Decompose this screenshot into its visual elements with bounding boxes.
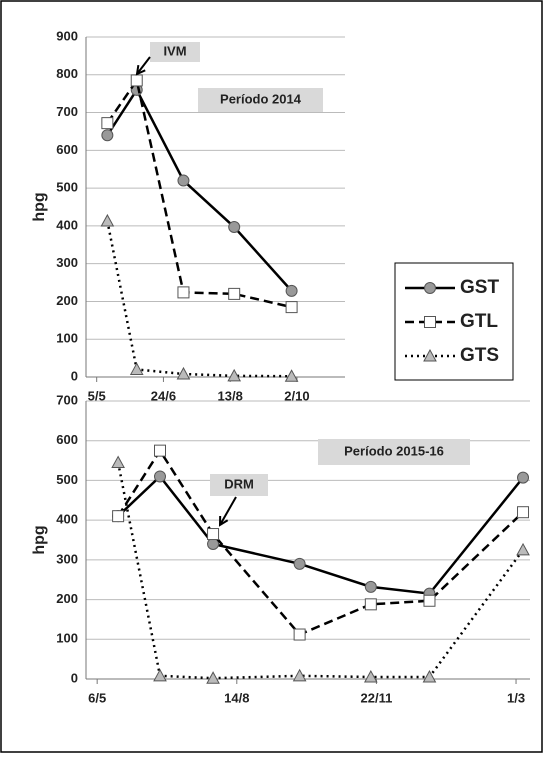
marker: [207, 528, 220, 541]
marker: [422, 669, 437, 683]
marker: [292, 668, 307, 682]
marker: [364, 580, 377, 593]
y-tick-label: 600: [56, 142, 78, 157]
x-tick-label: 22/11: [361, 690, 393, 705]
marker: [154, 444, 166, 457]
marker: [100, 213, 115, 227]
marker: [423, 594, 436, 607]
legend-label: GTL: [460, 311, 498, 332]
marker: [424, 282, 436, 294]
y-tick-label: 600: [56, 432, 78, 447]
y-tick-label: 800: [56, 66, 78, 81]
y-tick-label: 500: [56, 472, 78, 487]
marker: [228, 221, 241, 234]
x-tick-label: 1/3: [507, 690, 525, 705]
marker: [285, 301, 298, 314]
y-tick-label: 100: [56, 331, 78, 346]
y-axis-label: hpg: [31, 525, 48, 554]
marker: [424, 316, 436, 328]
legend-label: GST: [460, 277, 499, 298]
marker: [112, 510, 125, 523]
marker: [154, 470, 166, 483]
marker: [177, 286, 190, 299]
x-tick-label: 13/8: [218, 388, 243, 403]
arrow-head: [135, 64, 146, 76]
marker: [293, 628, 306, 641]
marker: [285, 284, 298, 297]
x-tick-label: 14/8: [224, 690, 249, 705]
arrow: [219, 496, 237, 526]
y-tick-label: 900: [56, 28, 78, 43]
annotation-box: [150, 42, 200, 62]
marker: [517, 506, 530, 519]
annotation-box: [198, 88, 323, 112]
marker: [101, 129, 114, 142]
x-tick-label: 5/5: [88, 388, 106, 403]
x-tick-label: 2/10: [284, 388, 309, 403]
marker: [129, 362, 144, 375]
marker: [130, 74, 143, 87]
marker: [228, 287, 241, 300]
marker: [364, 598, 377, 611]
y-axis-label: hpg: [31, 192, 48, 221]
marker: [516, 542, 530, 556]
annotation-box: [318, 439, 470, 465]
marker: [363, 669, 378, 683]
x-tick-label: 24/6: [151, 388, 176, 403]
y-tick-label: 0: [71, 368, 78, 383]
y-tick-label: 400: [56, 512, 78, 527]
annotation: DRM: [224, 476, 254, 491]
marker: [284, 369, 299, 382]
y-tick-label: 300: [56, 255, 78, 270]
y-tick-label: 400: [56, 217, 78, 232]
marker: [293, 557, 306, 570]
marker: [153, 668, 167, 682]
annotation: IVM: [163, 43, 186, 58]
y-tick-label: 200: [56, 591, 78, 606]
annotation: Período 2015-16: [344, 443, 444, 458]
annotation: Período 2014: [220, 91, 302, 106]
annotation-box: [210, 474, 268, 496]
arrow: [136, 56, 151, 75]
marker: [111, 455, 125, 469]
y-tick-label: 700: [56, 392, 78, 407]
y-tick-label: 500: [56, 180, 78, 195]
marker: [206, 671, 220, 684]
marker: [517, 471, 530, 484]
y-tick-label: 0: [71, 670, 78, 685]
marker: [101, 117, 114, 130]
marker: [176, 366, 191, 380]
y-tick-label: 100: [56, 631, 78, 646]
y-tick-label: 200: [56, 293, 78, 308]
y-tick-label: 300: [56, 551, 78, 566]
marker: [177, 174, 190, 187]
y-tick-label: 700: [56, 104, 78, 119]
marker: [227, 368, 242, 382]
arrow-head: [218, 515, 229, 527]
marker: [423, 348, 437, 362]
legend-label: GTS: [460, 345, 499, 366]
x-tick-label: 6/5: [88, 690, 106, 705]
